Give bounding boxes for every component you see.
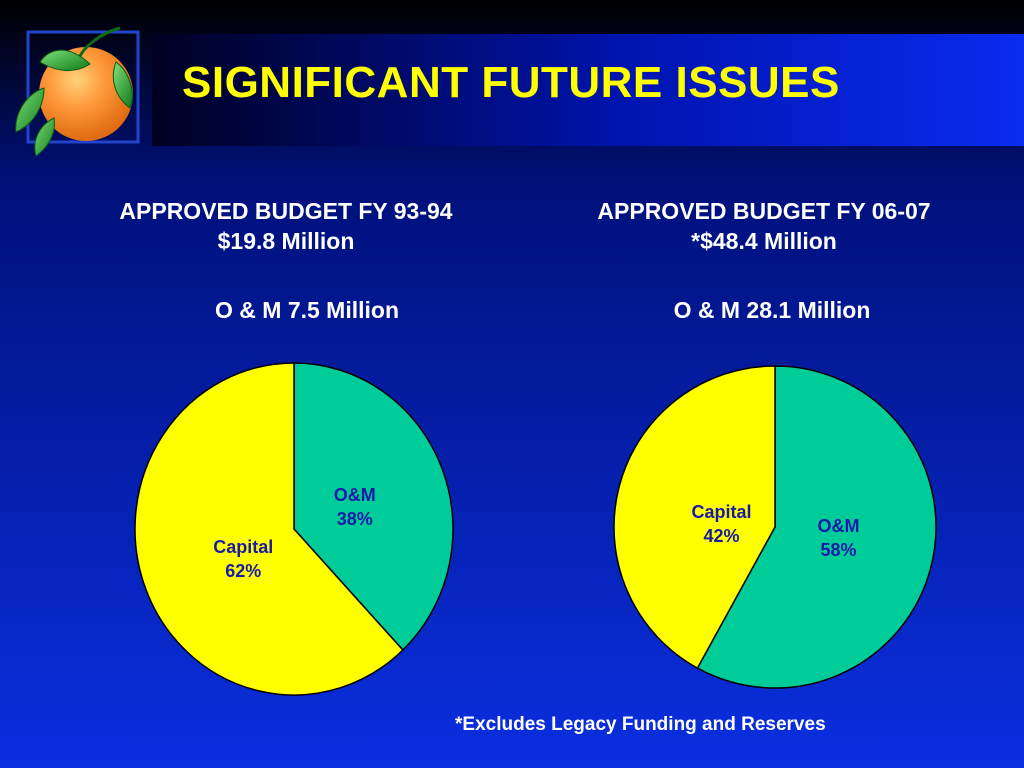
panel-2-title: APPROVED BUDGET FY 06-07 [597, 198, 931, 224]
pie-slice-label-fy-93-94-capital: Capital 62% [213, 537, 273, 581]
pie-slice-label-fy-93-94-o-m: O&M 38% [334, 485, 376, 529]
pie-slice-label-fy-06-07-o-m: O&M 58% [817, 516, 859, 560]
pie-slice-fy-06-07-capital [613, 365, 776, 670]
pie-slice-fy-06-07-o-m [696, 365, 937, 689]
panel-2-total: *$48.4 Million [691, 228, 837, 254]
panel-1-heading: APPROVED BUDGET FY 93-94 $19.8 Million [46, 196, 526, 256]
page-title: SIGNIFICANT FUTURE ISSUES [182, 58, 840, 107]
panel-1-total: $19.8 Million [217, 228, 355, 254]
pie-slice-label-fy-06-07-capital: Capital 42% [692, 502, 752, 546]
orange-fruit-with-leaves-icon [15, 26, 140, 157]
panel-1-title: APPROVED BUDGET FY 93-94 [119, 198, 453, 224]
pie-chart-fy-06-07: O&M 58% Capital 42% [613, 365, 937, 689]
pie-slice-fy-93-94-capital [134, 362, 404, 696]
pie-slice-fy-93-94-o-m [293, 362, 454, 652]
panel-2-om-line: O & M 28.1 Million [673, 297, 871, 323]
panel-2-heading: APPROVED BUDGET FY 06-07 *$48.4 Million [524, 196, 1004, 256]
footnote: *Excludes Legacy Funding and Reserves [455, 714, 826, 735]
title-bar [152, 34, 1024, 146]
panel-1-om-line: O & M 7.5 Million [214, 297, 399, 323]
pie-chart-fy-93-94: O&M 38% Capital 62% [134, 362, 454, 696]
